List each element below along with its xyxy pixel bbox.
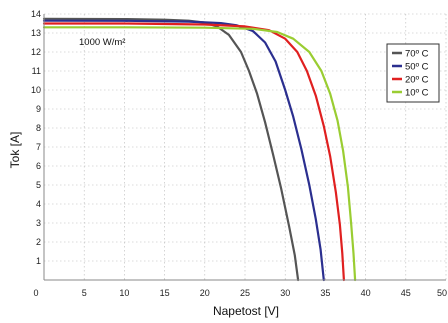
x-axis-label: Napetost [V] <box>213 304 279 318</box>
y-tick-label: 12 <box>31 47 41 57</box>
legend-label: 50º C <box>405 62 429 73</box>
y-axis-label: Tok [A] <box>8 132 22 169</box>
y-tick-label: 4 <box>36 199 41 209</box>
x-tick-label: 15 <box>160 288 170 298</box>
y-tick-label: 10 <box>31 85 41 95</box>
x-tick-label: 0 <box>33 288 38 298</box>
x-tick-label: 30 <box>280 288 290 298</box>
series-line-1 <box>42 17 300 282</box>
y-tick-label: 6 <box>36 161 41 171</box>
y-tick-label: 1 <box>36 256 41 266</box>
series-line-3 <box>42 22 345 282</box>
y-tick-label: 11 <box>32 66 41 76</box>
x-tick-label: 50 <box>437 288 447 298</box>
y-tick-label: 2 <box>36 237 41 247</box>
x-tick-label: 10 <box>119 288 129 298</box>
series-line-4 <box>42 26 357 282</box>
x-tick-label: 25 <box>240 288 250 298</box>
y-tick-label: 14 <box>31 9 41 19</box>
y-tick-label: 8 <box>36 123 41 133</box>
irradiance-annotation: 1000 W/m² <box>79 37 125 48</box>
x-tick-label: 35 <box>320 288 330 298</box>
legend-label: 20º C <box>405 75 429 86</box>
y-tick-label: 7 <box>36 142 41 152</box>
series-layer <box>42 17 357 282</box>
x-tick-label: 45 <box>401 288 411 298</box>
y-tick-label: 9 <box>36 104 41 114</box>
y-tick-label: 13 <box>31 28 41 38</box>
series-line-2 <box>42 19 325 282</box>
x-tick-label: 20 <box>200 288 210 298</box>
legend-label: 10º C <box>405 88 429 99</box>
axes <box>43 14 446 281</box>
legend-label: 70º C <box>405 49 429 60</box>
y-tick-label: 5 <box>36 180 41 190</box>
y-tick-label: 3 <box>36 218 41 228</box>
legend: 70º C 50º C 20º C 10º C <box>386 43 440 103</box>
x-tick-label: 5 <box>82 288 87 298</box>
x-tick-label: 40 <box>361 288 371 298</box>
